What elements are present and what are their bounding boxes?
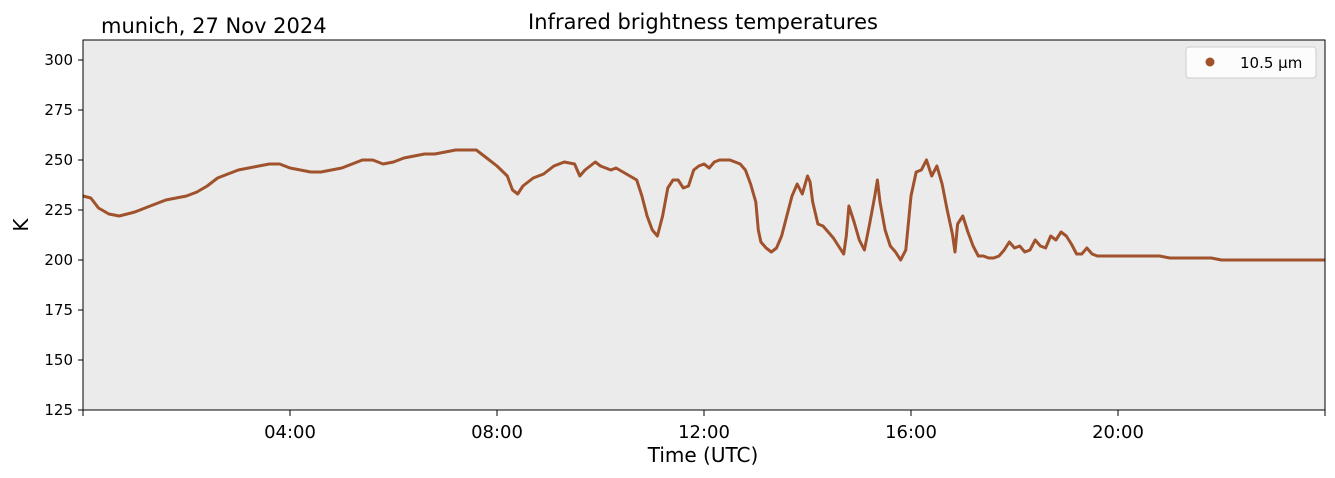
y-tick-label: 225	[44, 201, 73, 219]
y-axis-label: K	[9, 218, 33, 232]
x-axis: 04:00 08:00 12:00 16:00 20:00	[82, 410, 1326, 443]
y-tick-label: 200	[44, 251, 73, 269]
y-axis: 125 150 175 200 225 250 275 300	[44, 51, 83, 419]
y-tick-label: 125	[44, 401, 73, 419]
legend: 10.5 µm	[1185, 46, 1317, 79]
y-tick-label: 150	[44, 351, 73, 369]
chart-title: Infrared brightness temperatures	[528, 10, 878, 34]
plot-frame	[82, 39, 1326, 411]
x-tick-label: 12:00	[678, 422, 730, 443]
series-10-5um-trace	[82, 148, 1325, 262]
x-axis-label: Time (UTC)	[647, 443, 759, 467]
y-tick-label: 175	[44, 301, 73, 319]
x-tick-label: 16:00	[885, 422, 937, 443]
station-date-label: munich, 27 Nov 2024	[101, 14, 327, 38]
y-tick-label: 300	[44, 51, 73, 69]
plot-area	[83, 40, 1325, 410]
x-tick-label: 08:00	[471, 422, 523, 443]
legend-label: 10.5 µm	[1240, 54, 1302, 72]
y-tick-label: 250	[44, 151, 73, 169]
x-tick-label: 04:00	[264, 422, 316, 443]
x-tick-label: 20:00	[1092, 422, 1144, 443]
legend-marker	[1205, 57, 1215, 67]
legend-box	[1185, 46, 1317, 79]
series-10-5um	[82, 148, 1325, 262]
y-tick-label: 275	[44, 101, 73, 119]
